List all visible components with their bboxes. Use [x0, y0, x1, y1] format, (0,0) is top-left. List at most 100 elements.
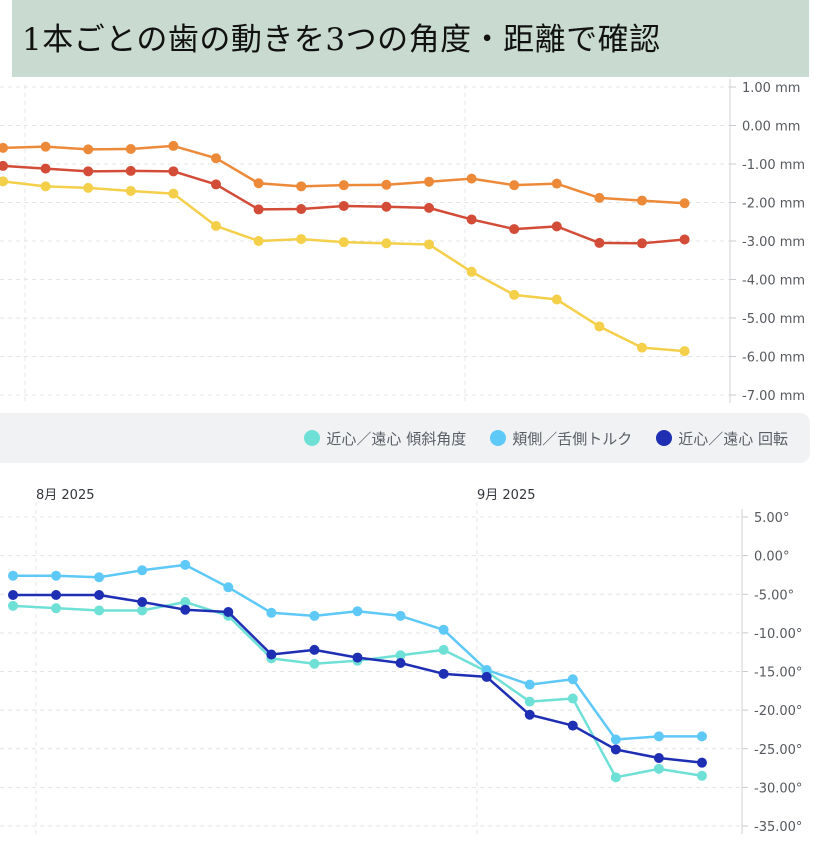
bottom-series-1-line — [13, 563, 702, 741]
bottom-series-2-point — [8, 590, 18, 601]
top-series-1-point — [637, 238, 647, 249]
bottom-series-0-point — [395, 650, 406, 661]
bottom-series-0-point — [696, 770, 707, 781]
top-series-0-point — [0, 142, 8, 153]
top-series-1-point — [551, 221, 562, 232]
top-series-1-point — [0, 160, 8, 171]
bottom-y-tick-label: 5.00° — [754, 511, 789, 526]
top-series-2-point — [509, 289, 520, 300]
top-y-tick-label: 0.00 mm — [742, 120, 800, 135]
legend-item-torque[interactable]: 頬側／舌側トルク — [490, 428, 632, 449]
bottom-series-2-point — [352, 652, 363, 663]
top-series-1-point — [296, 204, 307, 215]
bottom-series-0-point — [51, 603, 62, 614]
bottom-x-tick-label: 9月 2025 — [477, 488, 536, 503]
bottom-series-2-point — [395, 658, 406, 669]
top-series-2-point — [424, 239, 434, 250]
bottom-series-1-point — [653, 731, 664, 742]
bottom-series-1-point — [180, 559, 191, 570]
bottom-series-1-point — [94, 572, 105, 583]
top-y-tick-label: -6.00 mm — [742, 351, 805, 366]
bottom-series-1-point — [309, 610, 320, 621]
top-series-2-point — [466, 266, 477, 277]
top-series-0-point — [125, 143, 136, 154]
bottom-series-1-point — [395, 610, 406, 621]
bottom-series-0-point — [567, 693, 578, 704]
bottom-series-1-point — [352, 606, 363, 617]
bottom-series-2-point — [266, 649, 277, 660]
top-series-2-point — [594, 321, 605, 332]
top-series-0-point — [424, 176, 434, 187]
bottom-series-1-point — [696, 731, 707, 742]
top-series-1-point — [509, 224, 520, 235]
legend-label-torque: 頬側／舌側トルク — [512, 429, 633, 448]
bottom-series-0-point — [8, 600, 18, 611]
top-series-0-point — [679, 198, 690, 209]
top-series-2-point — [125, 185, 136, 196]
bottom-y-tick-label: -35.00° — [754, 820, 802, 835]
top-y-tick-label: -5.00 mm — [742, 312, 805, 327]
top-series-1-point — [253, 204, 264, 215]
top-series-2-point — [253, 236, 264, 246]
legend-dot-rotation — [656, 430, 673, 446]
bottom-series-2-point — [438, 668, 449, 679]
bottom-series-1-point — [223, 582, 234, 593]
top-series-0-point — [381, 179, 392, 190]
legend-label-rotation: 近心／遠心 回転 — [678, 429, 788, 448]
top-series-0-point — [466, 173, 477, 184]
top-series-1-point — [83, 166, 94, 177]
top-series-0-point — [253, 178, 264, 189]
top-series-2-point — [381, 238, 392, 249]
legend-item-tilt[interactable]: 近心／遠心 傾斜角度 — [304, 428, 466, 449]
bottom-series-0-point — [610, 772, 621, 783]
bottom-x-tick-label: 8月 2025 — [36, 488, 95, 503]
top-y-tick-label: 1.00 mm — [742, 81, 800, 96]
legend-dot-tilt — [304, 430, 321, 446]
bottom-series-0-point — [94, 605, 105, 616]
top-series-0-point — [594, 192, 605, 203]
top-y-tick-label: -3.00 mm — [742, 235, 805, 250]
title-banner: 1本ごとの歯の動きを3つの角度・距離で確認 — [12, 0, 809, 77]
bottom-y-tick-label: -25.00° — [754, 743, 802, 758]
bottom-series-2-point — [610, 744, 621, 755]
top-series-1-point — [211, 179, 221, 190]
bottom-series-2-point — [223, 607, 234, 618]
top-y-tick-label: -4.00 mm — [742, 274, 805, 289]
top-series-1-point — [679, 234, 690, 245]
top-series-2-point — [551, 294, 562, 305]
legend-item-rotation[interactable]: 近心／遠心 回転 — [656, 428, 788, 449]
bottom-series-2-point — [94, 590, 105, 601]
bottom-series-1-point — [51, 570, 62, 581]
top-series-0-point — [637, 195, 647, 206]
bottom-series-1-point — [266, 607, 277, 618]
bottom-series-2-point — [481, 671, 492, 682]
top-series-1-point — [338, 200, 349, 211]
top-series-2-point — [637, 342, 647, 353]
page-title: 1本ごとの歯の動きを3つの角度・距離で確認 — [22, 22, 661, 58]
top-series-1-point — [594, 237, 605, 248]
bottom-series-2-point — [180, 604, 191, 615]
top-series-2-point — [679, 346, 690, 357]
bottom-y-tick-label: -30.00° — [754, 781, 802, 796]
top-series-2-point — [40, 181, 51, 192]
bottom-y-tick-label: -15.00° — [754, 666, 802, 681]
bottom-y-tick-label: -5.00° — [754, 588, 794, 603]
bottom-y-tick-label: -10.00° — [754, 627, 802, 642]
top-y-tick-label: -7.00 mm — [742, 389, 805, 404]
top-series-1-point — [168, 166, 179, 177]
top-series-2-point — [83, 182, 94, 193]
top-series-0-point — [296, 181, 307, 192]
top-series-0-line — [2, 144, 685, 205]
top-series-0-point — [338, 180, 349, 191]
top-series-2-point — [0, 176, 8, 187]
top-series-2-point — [338, 237, 349, 248]
top-y-tick-label: -1.00 mm — [742, 158, 805, 173]
bottom-series-2-point — [137, 596, 148, 607]
top-series-0-point — [211, 153, 221, 164]
bottom-series-2-point — [524, 709, 535, 720]
legend-label-tilt: 近心／遠心 傾斜角度 — [326, 429, 467, 448]
bottom-series-2-point — [696, 757, 707, 768]
bottom-series-1-point — [524, 679, 535, 690]
bottom-series-0-point — [180, 596, 191, 607]
top-series-1-point — [381, 201, 392, 212]
